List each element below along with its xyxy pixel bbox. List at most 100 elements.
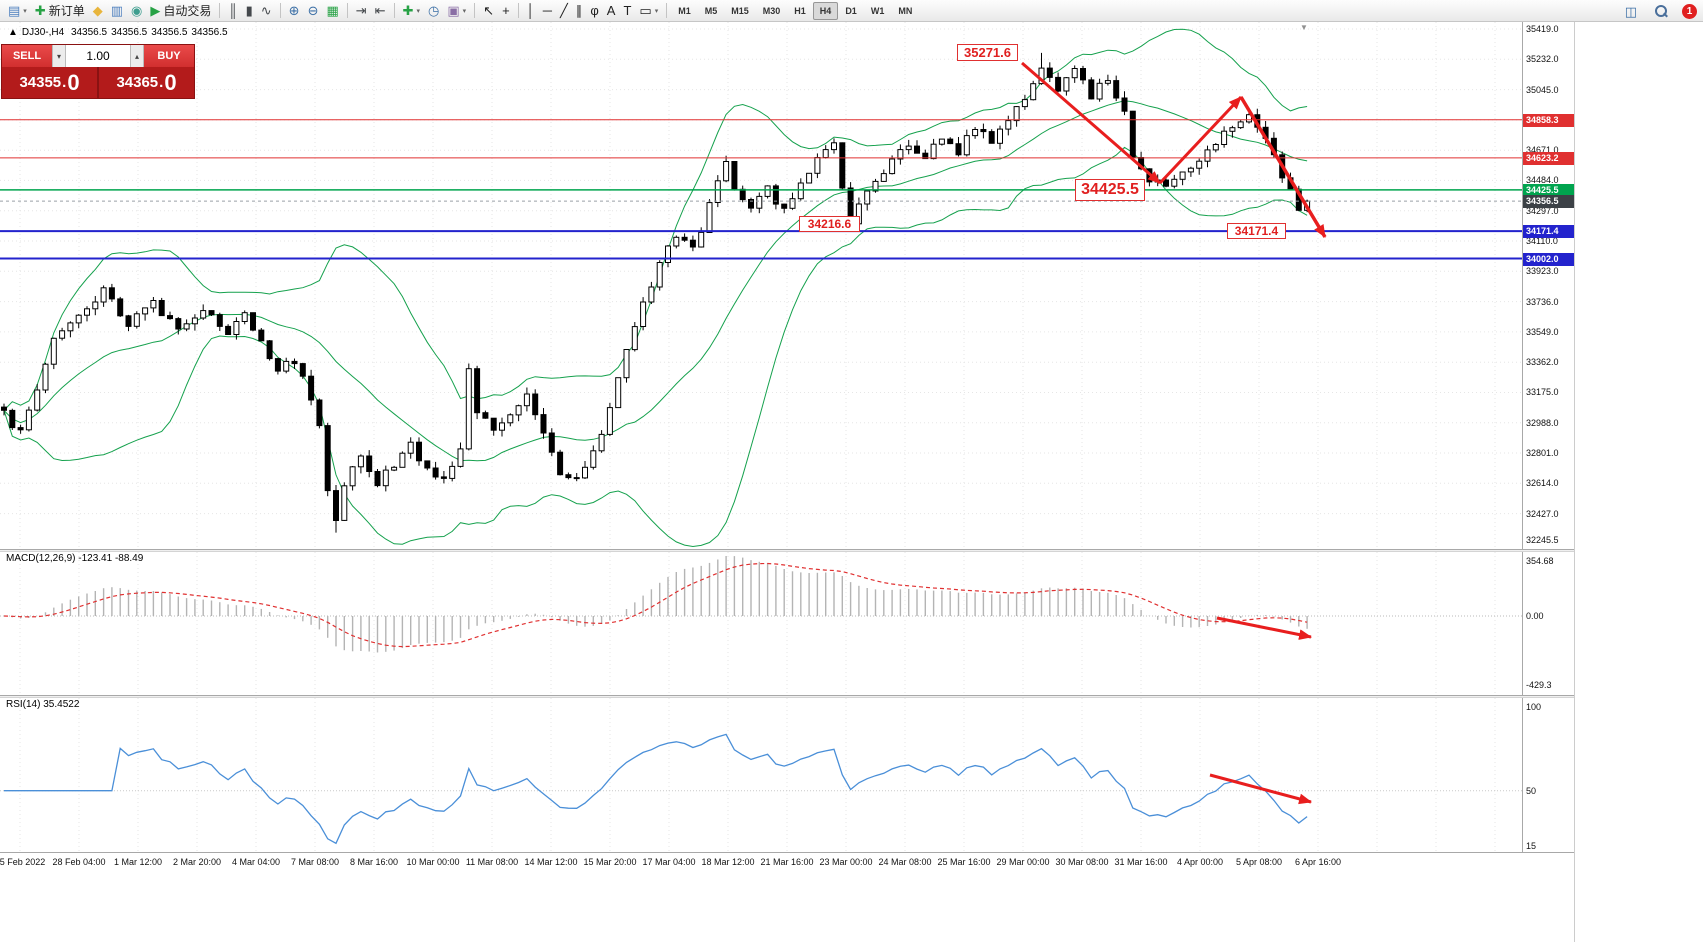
toolbar-separator [279, 3, 281, 18]
candlestick-chart-icon[interactable]: ▮ [242, 1, 257, 21]
time-axis-label: 1 Mar 12:00 [113, 857, 163, 867]
navigator-icon: ◉ [131, 3, 143, 18]
grid [0, 22, 1522, 852]
bollinger-upper-band [3, 28, 1308, 411]
timeframe-m5-button[interactable]: M5 [704, 5, 718, 16]
shapes-icon[interactable]: ▭ ▾ [635, 1, 662, 21]
macd-signal-line [3, 562, 1308, 648]
price-axis-label: 32427.0 [1526, 509, 1559, 519]
price-axis-label: 33923.0 [1526, 266, 1559, 276]
cursor-icon[interactable]: ↖ [479, 1, 498, 21]
price-axis[interactable]: 35419.035232.035045.034858.034671.034484… [1522, 22, 1575, 852]
timeframe-m15-button[interactable]: M15 [731, 5, 749, 16]
price-annotation-box[interactable]: 34216.6 [799, 216, 860, 232]
text-icon: A [606, 3, 616, 18]
chart-surface[interactable] [0, 22, 1522, 852]
timeframe-h1-button[interactable]: H1 [794, 5, 806, 16]
period-clock-icon[interactable]: ◷ [424, 1, 443, 21]
trend-arrow[interactable] [1216, 616, 1313, 640]
crosshair-icon: + [502, 3, 510, 18]
price-axis-label: 33549.0 [1526, 327, 1559, 337]
price-divider [97, 67, 99, 98]
bar-chart-icon[interactable]: ║ [224, 1, 241, 21]
tile-windows-icon: ▦ [326, 3, 339, 18]
buy-button[interactable]: BUY [144, 45, 194, 67]
trendline-icon: ╱ [560, 3, 568, 18]
time-axis-label: 28 Feb 04:00 [52, 857, 106, 867]
lot-increase-button[interactable]: ▴ [130, 45, 144, 67]
market-watch-icon[interactable]: ▥ [107, 1, 127, 21]
trend-arrow[interactable] [1239, 96, 1327, 238]
trendline-icon[interactable]: ╱ [556, 1, 572, 21]
trend-arrow[interactable] [1209, 773, 1313, 805]
panel-divider[interactable] [0, 549, 1574, 552]
auto-scroll-icon[interactable]: ⇥ [352, 1, 371, 21]
text-icon[interactable]: A [603, 1, 620, 21]
navigator-icon[interactable]: ◉ [127, 1, 146, 21]
toolbar-separator [666, 3, 668, 18]
timeframe-h4-button[interactable]: H4 [812, 1, 839, 20]
empty-area [1574, 22, 1703, 942]
rsi-axis-label: 50 [1526, 786, 1537, 796]
timeframe-mn-button[interactable]: MN [898, 5, 913, 16]
macd-axis-label: 354.68 [1526, 556, 1554, 566]
line-chart-icon[interactable]: ∿ [257, 1, 276, 21]
sell-button[interactable]: SELL [2, 45, 52, 67]
new-chart-icon[interactable]: ▤ ▾ [4, 1, 31, 21]
lot-size-input[interactable] [66, 45, 130, 67]
notifications-badge[interactable]: 1 [1682, 3, 1697, 19]
chart-snapshot-icon[interactable]: ▣ ▾ [443, 1, 470, 21]
quick-trade-icon[interactable]: ✚ ▾ [399, 1, 424, 21]
decimal-point: . [159, 74, 164, 91]
trend-arrow[interactable] [1158, 95, 1243, 185]
candles [1, 52, 1311, 533]
community-icon[interactable]: ◫ [1621, 1, 1641, 21]
price-axis-label: 32801.0 [1526, 448, 1559, 458]
price-annotation-box[interactable]: 35271.6 [957, 44, 1018, 61]
chart-snapshot-icon: ▣ [447, 3, 460, 18]
price-axis-label: 32988.0 [1526, 418, 1559, 428]
fibonacci-icon[interactable]: φ [586, 1, 602, 21]
timeframe-d1-button[interactable]: D1 [845, 5, 857, 16]
lot-decrease-button[interactable]: ▾ [52, 45, 66, 67]
sell-price-pip: 0 [67, 69, 80, 95]
time-axis[interactable]: 25 Feb 2022 28 Feb 04:00 1 Mar 12:00 2 Mar … [0, 852, 1574, 872]
autotrading-button[interactable]: ▶ 自动交易 [146, 1, 215, 21]
panel-divider[interactable] [0, 695, 1574, 698]
rsi-axis-label: 15 [1526, 841, 1537, 851]
decimal-point: . [62, 74, 67, 91]
macd-axis-label: 0.00 [1526, 611, 1544, 621]
tile-windows-icon[interactable]: ▦ [322, 1, 342, 21]
price-annotation-box[interactable]: 34171.4 [1227, 223, 1286, 239]
equidistant-channel-icon[interactable]: ∥ [572, 1, 587, 21]
sell-price-button[interactable]: 34355. 0 [2, 67, 97, 98]
horizontal-line-icon[interactable]: ─ [539, 1, 556, 21]
price-level-badge: 34002.0 [1523, 253, 1575, 266]
time-axis-label: 2 Mar 20:00 [172, 857, 222, 867]
new-order-button[interactable]: ✚ 新订单 [31, 1, 89, 21]
crosshair-icon[interactable]: + [498, 1, 514, 21]
time-axis-label: 17 Mar 04:00 [642, 857, 696, 867]
metaeditor-icon[interactable]: ◆ [89, 1, 107, 21]
price-annotation-box[interactable]: 34425.5 [1075, 179, 1145, 201]
high-value: 34356.5 [111, 27, 148, 38]
timeframe-m1-button[interactable]: M1 [678, 5, 691, 16]
zoom-in-icon[interactable]: ⊕ [285, 1, 304, 21]
text-label-icon[interactable]: T [619, 1, 635, 21]
vertical-line-icon[interactable]: │ [523, 1, 539, 21]
timeframe-m30-button[interactable]: M30 [762, 5, 781, 16]
buy-price-button[interactable]: 34365. 0 [99, 67, 194, 98]
price-axis-label: 34110.0 [1526, 236, 1558, 246]
time-axis-label: 14 Mar 12:00 [524, 857, 578, 867]
time-axis-label: 7 Mar 08:00 [290, 857, 340, 867]
shapes-icon: ▭ [639, 3, 652, 18]
zoom-out-icon[interactable]: ⊖ [304, 1, 323, 21]
zoom-out-icon: ⊖ [307, 3, 319, 18]
chart-shift-icon[interactable]: ⇤ [371, 1, 390, 21]
time-axis-label: 25 Mar 16:00 [937, 857, 991, 867]
search-button[interactable] [1651, 1, 1672, 21]
time-axis-label: 30 Mar 08:00 [1055, 857, 1109, 867]
timeframe-w1-button[interactable]: W1 [870, 5, 885, 16]
trend-arrow[interactable] [1021, 61, 1161, 185]
open-value: 34356.5 [70, 27, 108, 38]
